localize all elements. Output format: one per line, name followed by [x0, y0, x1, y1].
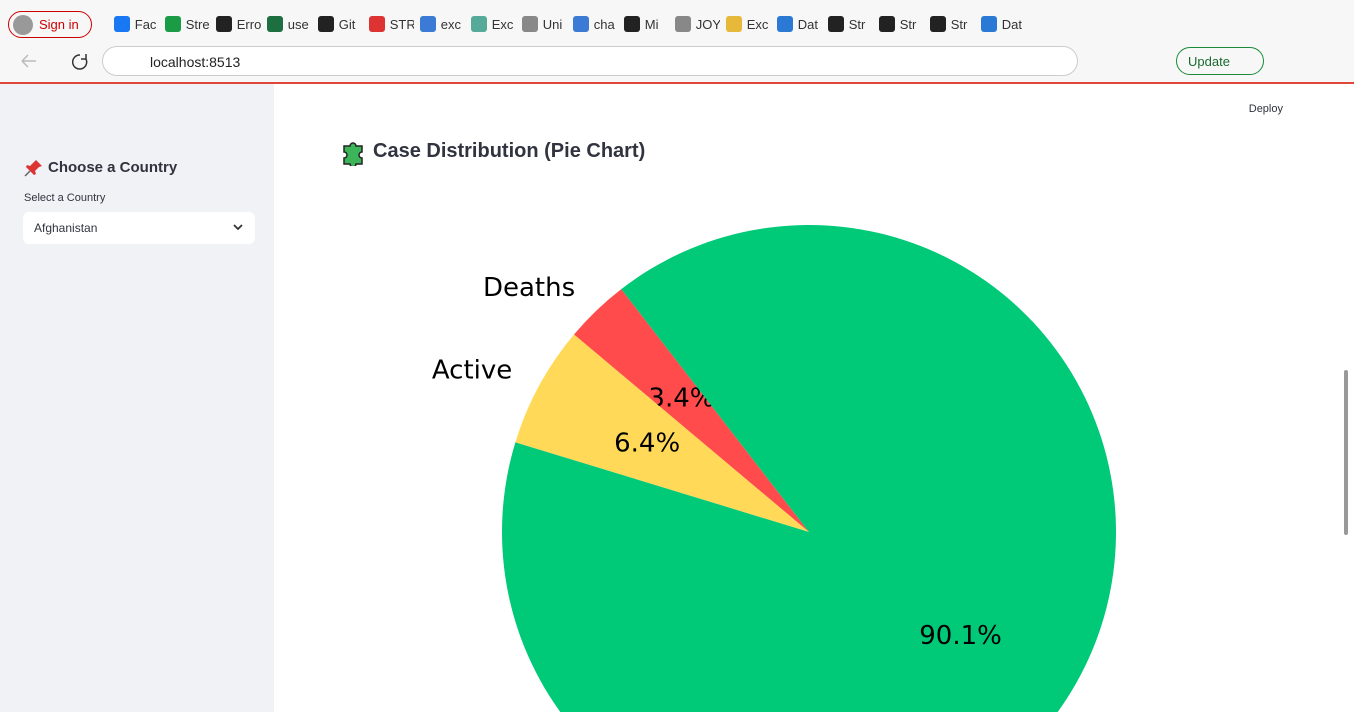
tab-icon: [623, 16, 640, 32]
tab-title: Exc: [491, 16, 514, 32]
slice-label: Active: [432, 355, 512, 385]
tab[interactable]: exc: [414, 16, 465, 32]
chevron: [233, 224, 243, 231]
tab-title: Uni: [542, 16, 563, 32]
tab[interactable]: Stre: [159, 16, 210, 32]
browser-chrome: Sign in Fac Stre Erro use Git STR exc Exc Uni cha…: [0, 0, 1354, 84]
scrollbar: [1344, 370, 1348, 535]
tab[interactable]: STR: [363, 16, 414, 32]
tab-icon: [521, 16, 538, 32]
tab-title: exc: [440, 16, 461, 32]
value-label: 6.4%: [614, 429, 680, 459]
tab-icon: [929, 16, 946, 32]
tab-title: Fac: [134, 16, 157, 32]
tab-title: Stre: [185, 16, 210, 32]
tab-icon: [572, 16, 589, 32]
chart-header: Case Distribution (Pie Chart): [373, 140, 646, 162]
tab-title: Exc: [746, 16, 769, 32]
sidebar: Choose a Country Select a Country Afghan…: [0, 84, 274, 712]
tab-icon: [980, 16, 997, 32]
tab[interactable]: Fac: [108, 16, 159, 32]
tab-icon: [776, 16, 793, 32]
tab-icon: [470, 16, 487, 32]
tab-icon: [419, 16, 436, 32]
select-label: Select a Country: [24, 192, 106, 204]
tab-title: STR: [389, 16, 414, 32]
select-value: Afghanistan: [34, 221, 98, 235]
tab[interactable]: Erro: [210, 16, 261, 32]
country-select[interactable]: Afghanistan: [23, 212, 255, 244]
tab-icon: [164, 16, 181, 32]
tab-icon: [368, 16, 385, 32]
tab-title: JOY: [695, 16, 720, 32]
tab-title: Erro: [236, 16, 261, 32]
address-bar[interactable]: localhost:8513: [102, 46, 1078, 76]
tab-title: Str: [950, 16, 968, 32]
tab[interactable]: Mi: [618, 16, 669, 32]
update-button[interactable]: Update: [1176, 47, 1264, 75]
pin-icon: [24, 160, 42, 177]
tab[interactable]: Dat: [975, 16, 1026, 32]
tab-title: Str: [899, 16, 917, 32]
deploy-button[interactable]: Deploy: [1248, 103, 1283, 115]
tab[interactable]: Exc: [720, 16, 771, 32]
tab-icon: [317, 16, 334, 32]
tab-title: Str: [848, 16, 866, 32]
tab-title: Mi: [644, 16, 659, 32]
tab-icon: [215, 16, 232, 32]
tab[interactable]: Str: [873, 16, 924, 32]
tab-title: Dat: [1001, 16, 1022, 32]
tab-icon: [113, 16, 130, 32]
tab[interactable]: Uni: [516, 16, 567, 32]
puzzle-icon: [343, 142, 363, 166]
tab-icon: [878, 16, 895, 32]
tab-icon: [827, 16, 844, 32]
tab[interactable]: JOY: [669, 16, 720, 32]
tab[interactable]: Str: [822, 16, 873, 32]
tab[interactable]: use: [261, 16, 312, 32]
sidebar-title: Choose a Country: [48, 159, 178, 176]
pie-slice: [515, 334, 809, 532]
tab-title: cha: [593, 16, 615, 32]
pie-slice: [502, 225, 1116, 712]
tab-title: use: [287, 16, 309, 32]
tab[interactable]: Git: [312, 16, 363, 32]
nav-icons: [21, 54, 88, 70]
main-area: Deploy Case Distribution (Pie Chart) 3.4…: [274, 84, 1340, 712]
tab-title: Git: [338, 16, 356, 32]
tab[interactable]: Dat: [771, 16, 822, 32]
tab[interactable]: Exc: [465, 16, 516, 32]
tab-icon: [725, 16, 742, 32]
sign-in-button[interactable]: Sign in: [8, 10, 92, 38]
pie-slice: [573, 289, 809, 532]
tab[interactable]: Str: [924, 16, 975, 32]
tab-title: Dat: [797, 16, 818, 32]
value-label: 90.1%: [919, 621, 1002, 651]
tab-icon: [674, 16, 691, 32]
tab-strip: Sign in Fac Stre Erro use Git STR exc Exc Uni cha…: [0, 8, 1026, 40]
slice-label: Deaths: [483, 273, 575, 303]
tab[interactable]: cha: [567, 16, 618, 32]
tab-icon: [266, 16, 283, 32]
